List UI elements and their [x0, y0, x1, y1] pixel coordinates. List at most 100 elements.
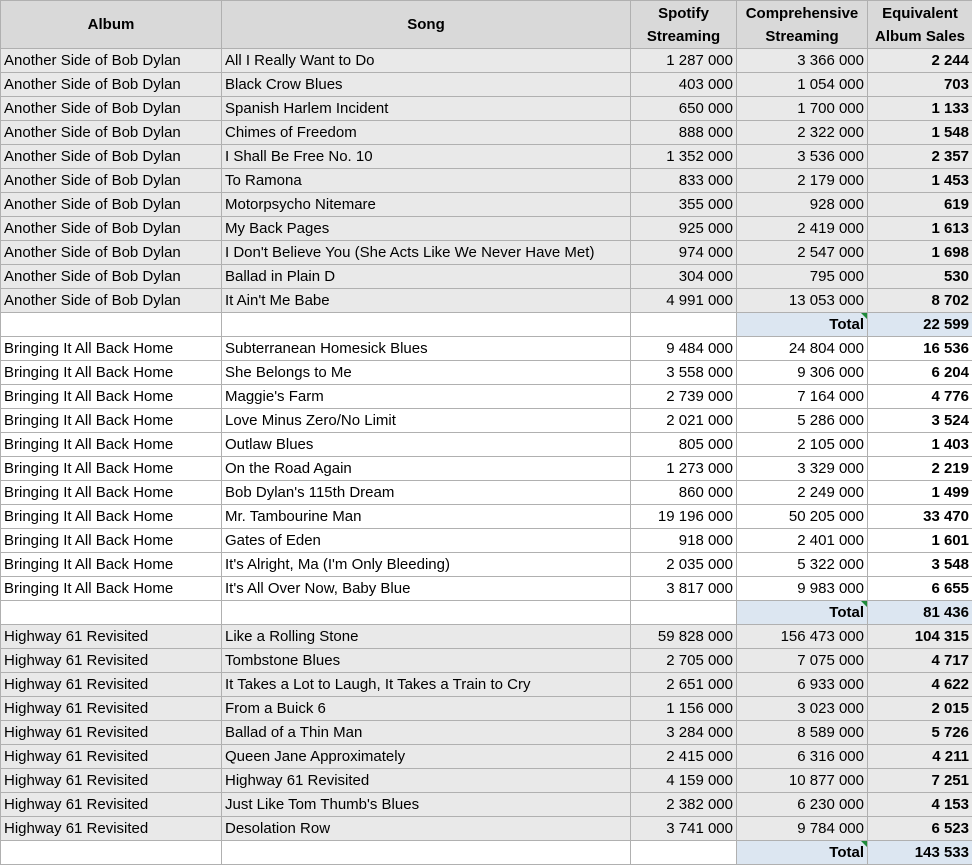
comprehensive-streaming-cell[interactable]: 50 205 000: [736, 504, 868, 529]
comprehensive-streaming-cell[interactable]: 9 306 000: [736, 360, 868, 385]
album-cell[interactable]: Bringing It All Back Home: [0, 360, 222, 385]
equivalent-sales-cell[interactable]: 1 403: [867, 432, 972, 457]
song-cell[interactable]: From a Buick 6: [221, 696, 631, 721]
album-cell[interactable]: Another Side of Bob Dylan: [0, 96, 222, 121]
spotify-streaming-cell[interactable]: 833 000: [630, 168, 737, 193]
empty-cell[interactable]: [221, 840, 631, 865]
spotify-streaming-cell[interactable]: 59 828 000: [630, 624, 737, 649]
song-cell[interactable]: Subterranean Homesick Blues: [221, 336, 631, 361]
spotify-streaming-cell[interactable]: 4 159 000: [630, 768, 737, 793]
spotify-streaming-cell[interactable]: 2 382 000: [630, 792, 737, 817]
comprehensive-streaming-cell[interactable]: 2 401 000: [736, 528, 868, 553]
album-cell[interactable]: Another Side of Bob Dylan: [0, 240, 222, 265]
spotify-streaming-cell[interactable]: 2 021 000: [630, 408, 737, 433]
spotify-streaming-cell[interactable]: 19 196 000: [630, 504, 737, 529]
equivalent-sales-cell[interactable]: 1 548: [867, 120, 972, 145]
spotify-streaming-cell[interactable]: 304 000: [630, 264, 737, 289]
total-label-cell[interactable]: Total: [736, 312, 868, 337]
comprehensive-streaming-cell[interactable]: 24 804 000: [736, 336, 868, 361]
album-cell[interactable]: Another Side of Bob Dylan: [0, 192, 222, 217]
spotify-streaming-cell[interactable]: 2 415 000: [630, 744, 737, 769]
song-cell[interactable]: Ballad of a Thin Man: [221, 720, 631, 745]
spotify-streaming-cell[interactable]: 3 741 000: [630, 816, 737, 841]
album-cell[interactable]: Highway 61 Revisited: [0, 792, 222, 817]
total-value-cell[interactable]: 81 436: [867, 600, 972, 625]
album-cell[interactable]: Highway 61 Revisited: [0, 696, 222, 721]
comprehensive-streaming-cell[interactable]: 2 249 000: [736, 480, 868, 505]
spotify-streaming-cell[interactable]: 918 000: [630, 528, 737, 553]
album-cell[interactable]: Bringing It All Back Home: [0, 504, 222, 529]
album-cell[interactable]: Highway 61 Revisited: [0, 744, 222, 769]
song-cell[interactable]: Ballad in Plain D: [221, 264, 631, 289]
equivalent-sales-cell[interactable]: 1 698: [867, 240, 972, 265]
song-cell[interactable]: Just Like Tom Thumb's Blues: [221, 792, 631, 817]
song-cell[interactable]: It's Alright, Ma (I'm Only Bleeding): [221, 552, 631, 577]
album-cell[interactable]: Another Side of Bob Dylan: [0, 144, 222, 169]
comprehensive-streaming-cell[interactable]: 3 536 000: [736, 144, 868, 169]
album-cell[interactable]: Another Side of Bob Dylan: [0, 216, 222, 241]
comprehensive-streaming-cell[interactable]: 2 322 000: [736, 120, 868, 145]
comprehensive-streaming-cell[interactable]: 7 075 000: [736, 648, 868, 673]
comprehensive-streaming-cell[interactable]: 2 547 000: [736, 240, 868, 265]
header-comprehensive-streaming[interactable]: Comprehensive Streaming: [736, 0, 868, 49]
song-cell[interactable]: Maggie's Farm: [221, 384, 631, 409]
spotify-streaming-cell[interactable]: 650 000: [630, 96, 737, 121]
album-cell[interactable]: Highway 61 Revisited: [0, 768, 222, 793]
comprehensive-streaming-cell[interactable]: 3 329 000: [736, 456, 868, 481]
equivalent-sales-cell[interactable]: 4 211: [867, 744, 972, 769]
comprehensive-streaming-cell[interactable]: 156 473 000: [736, 624, 868, 649]
album-cell[interactable]: Another Side of Bob Dylan: [0, 264, 222, 289]
comprehensive-streaming-cell[interactable]: 6 230 000: [736, 792, 868, 817]
equivalent-sales-cell[interactable]: 6 523: [867, 816, 972, 841]
song-cell[interactable]: All I Really Want to Do: [221, 48, 631, 73]
song-cell[interactable]: She Belongs to Me: [221, 360, 631, 385]
empty-cell[interactable]: [221, 312, 631, 337]
song-cell[interactable]: To Ramona: [221, 168, 631, 193]
album-cell[interactable]: Highway 61 Revisited: [0, 624, 222, 649]
album-cell[interactable]: Another Side of Bob Dylan: [0, 48, 222, 73]
comprehensive-streaming-cell[interactable]: 8 589 000: [736, 720, 868, 745]
spotify-streaming-cell[interactable]: 1 352 000: [630, 144, 737, 169]
comprehensive-streaming-cell[interactable]: 3 023 000: [736, 696, 868, 721]
spotify-streaming-cell[interactable]: 3 284 000: [630, 720, 737, 745]
spotify-streaming-cell[interactable]: 2 651 000: [630, 672, 737, 697]
equivalent-sales-cell[interactable]: 1 613: [867, 216, 972, 241]
comprehensive-streaming-cell[interactable]: 2 419 000: [736, 216, 868, 241]
equivalent-sales-cell[interactable]: 4 717: [867, 648, 972, 673]
equivalent-sales-cell[interactable]: 703: [867, 72, 972, 97]
comprehensive-streaming-cell[interactable]: 5 322 000: [736, 552, 868, 577]
equivalent-sales-cell[interactable]: 6 655: [867, 576, 972, 601]
album-cell[interactable]: Another Side of Bob Dylan: [0, 288, 222, 313]
comprehensive-streaming-cell[interactable]: 2 105 000: [736, 432, 868, 457]
song-cell[interactable]: Motorpsycho Nitemare: [221, 192, 631, 217]
spotify-streaming-cell[interactable]: 4 991 000: [630, 288, 737, 313]
spotify-streaming-cell[interactable]: 974 000: [630, 240, 737, 265]
spotify-streaming-cell[interactable]: 888 000: [630, 120, 737, 145]
equivalent-sales-cell[interactable]: 619: [867, 192, 972, 217]
song-cell[interactable]: Mr. Tambourine Man: [221, 504, 631, 529]
empty-cell[interactable]: [0, 840, 222, 865]
album-cell[interactable]: Bringing It All Back Home: [0, 480, 222, 505]
comprehensive-streaming-cell[interactable]: 2 179 000: [736, 168, 868, 193]
song-cell[interactable]: My Back Pages: [221, 216, 631, 241]
song-cell[interactable]: Like a Rolling Stone: [221, 624, 631, 649]
total-label-cell[interactable]: Total: [736, 600, 868, 625]
equivalent-sales-cell[interactable]: 3 548: [867, 552, 972, 577]
comprehensive-streaming-cell[interactable]: 10 877 000: [736, 768, 868, 793]
equivalent-sales-cell[interactable]: 33 470: [867, 504, 972, 529]
empty-cell[interactable]: [221, 600, 631, 625]
empty-cell[interactable]: [630, 312, 737, 337]
empty-cell[interactable]: [630, 600, 737, 625]
song-cell[interactable]: Outlaw Blues: [221, 432, 631, 457]
equivalent-sales-cell[interactable]: 2 219: [867, 456, 972, 481]
spotify-streaming-cell[interactable]: 1 273 000: [630, 456, 737, 481]
equivalent-sales-cell[interactable]: 6 204: [867, 360, 972, 385]
equivalent-sales-cell[interactable]: 1 601: [867, 528, 972, 553]
equivalent-sales-cell[interactable]: 16 536: [867, 336, 972, 361]
song-cell[interactable]: Chimes of Freedom: [221, 120, 631, 145]
album-cell[interactable]: Bringing It All Back Home: [0, 384, 222, 409]
song-cell[interactable]: It Takes a Lot to Laugh, It Takes a Trai…: [221, 672, 631, 697]
equivalent-sales-cell[interactable]: 4 776: [867, 384, 972, 409]
equivalent-sales-cell[interactable]: 4 153: [867, 792, 972, 817]
album-cell[interactable]: Bringing It All Back Home: [0, 552, 222, 577]
